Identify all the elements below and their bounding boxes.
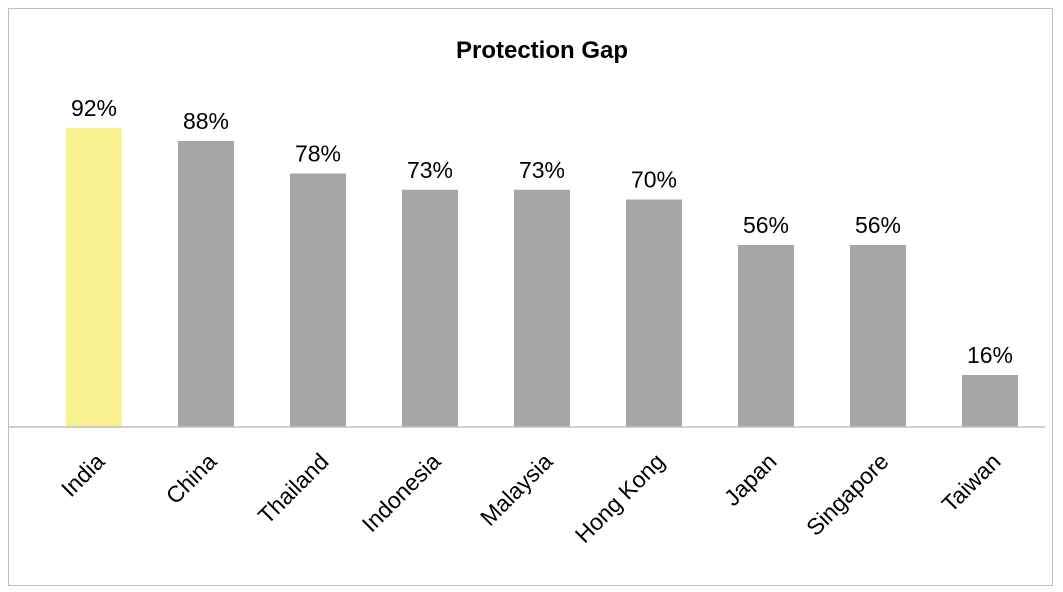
data-label-taiwan: 16%	[967, 342, 1013, 368]
data-label-china: 88%	[183, 108, 229, 134]
bar-china	[178, 141, 234, 427]
bar-hong-kong	[626, 199, 682, 427]
data-label-thailand: 78%	[295, 141, 341, 167]
data-label-singapore: 56%	[855, 212, 901, 238]
bar-taiwan	[962, 375, 1018, 427]
data-label-hong-kong: 70%	[631, 167, 677, 193]
x-tick-label-singapore: Singapore	[801, 448, 894, 541]
data-label-india: 92%	[71, 95, 117, 121]
bar-malaysia	[514, 189, 570, 427]
x-tick-label-japan: Japan	[719, 448, 782, 511]
bars-layer	[66, 128, 1018, 427]
x-tick-label-hong-kong: Hong Kong	[570, 448, 670, 548]
bar-chart: Protection Gap 92% 88% 78% 73% 73% 70% 56% 56% 1…	[9, 37, 1045, 548]
bar-indonesia	[402, 189, 458, 427]
x-tick-label-taiwan: Taiwan	[937, 448, 1006, 517]
data-label-japan: 56%	[743, 212, 789, 238]
x-tick-labels-layer: India China Thailand Indonesia Malaysia Hong …	[56, 448, 1006, 548]
x-tick-label-china: China	[161, 448, 222, 509]
x-tick-label-india: India	[56, 448, 110, 502]
bar-thailand	[290, 173, 346, 427]
chart-title: Protection Gap	[456, 37, 628, 64]
bar-india	[66, 128, 122, 427]
x-tick-label-malaysia: Malaysia	[475, 448, 558, 531]
bar-singapore	[850, 245, 906, 427]
data-label-indonesia: 73%	[407, 157, 453, 183]
value-labels-layer: 92% 88% 78% 73% 73% 70% 56% 56% 16%	[71, 95, 1013, 368]
x-tick-label-indonesia: Indonesia	[357, 448, 446, 537]
chart-frame: Protection Gap 92% 88% 78% 73% 73% 70% 56% 56% 1…	[8, 8, 1053, 586]
bar-japan	[738, 245, 794, 427]
data-label-malaysia: 73%	[519, 157, 565, 183]
x-tick-label-thailand: Thailand	[253, 448, 334, 529]
